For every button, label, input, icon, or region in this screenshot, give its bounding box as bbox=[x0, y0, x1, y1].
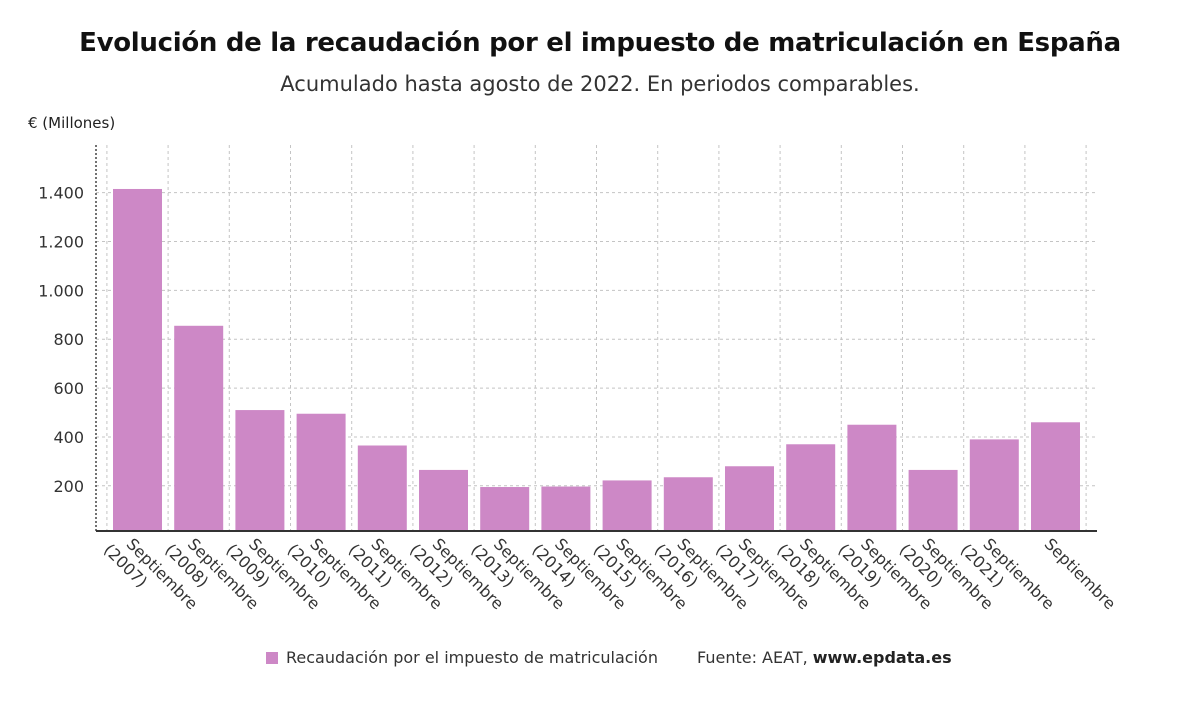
bar bbox=[235, 410, 285, 531]
bar bbox=[419, 469, 468, 531]
bar bbox=[602, 480, 652, 531]
y-tick-label: 400 bbox=[53, 428, 84, 447]
y-tick-label: 1.200 bbox=[38, 233, 84, 252]
y-tick-label: 200 bbox=[53, 477, 84, 496]
source-label: Fuente: AEAT, bbox=[697, 648, 808, 667]
legend: Recaudación por el impuesto de matricula… bbox=[266, 648, 658, 667]
bar bbox=[357, 445, 407, 531]
chart-title: Evolución de la recaudación por el impue… bbox=[79, 28, 1121, 58]
y-tick-label: 1.400 bbox=[38, 184, 84, 203]
y-tick-label: 1.000 bbox=[38, 281, 84, 300]
bar bbox=[113, 188, 162, 532]
bar bbox=[663, 477, 713, 531]
y-axis-label: € (Millones) bbox=[28, 114, 116, 132]
bar bbox=[786, 444, 836, 531]
bar bbox=[296, 413, 346, 531]
legend-swatch bbox=[266, 651, 278, 664]
bar bbox=[725, 466, 774, 531]
source-site: www.epdata.es bbox=[812, 648, 952, 667]
chart-subtitle: Acumulado hasta agosto de 2022. En perio… bbox=[280, 72, 920, 96]
legend-label: Recaudación por el impuesto de matricula… bbox=[286, 648, 658, 667]
source-note: Fuente: AEAT, www.epdata.es bbox=[697, 648, 952, 667]
bar bbox=[969, 439, 1019, 531]
bar bbox=[1031, 422, 1080, 531]
bar bbox=[174, 325, 224, 531]
bar bbox=[541, 486, 591, 531]
bar bbox=[847, 424, 897, 531]
y-tick-label: 600 bbox=[53, 379, 84, 398]
y-tick-label: 800 bbox=[53, 330, 84, 349]
bar bbox=[480, 487, 530, 531]
bar bbox=[908, 469, 958, 531]
